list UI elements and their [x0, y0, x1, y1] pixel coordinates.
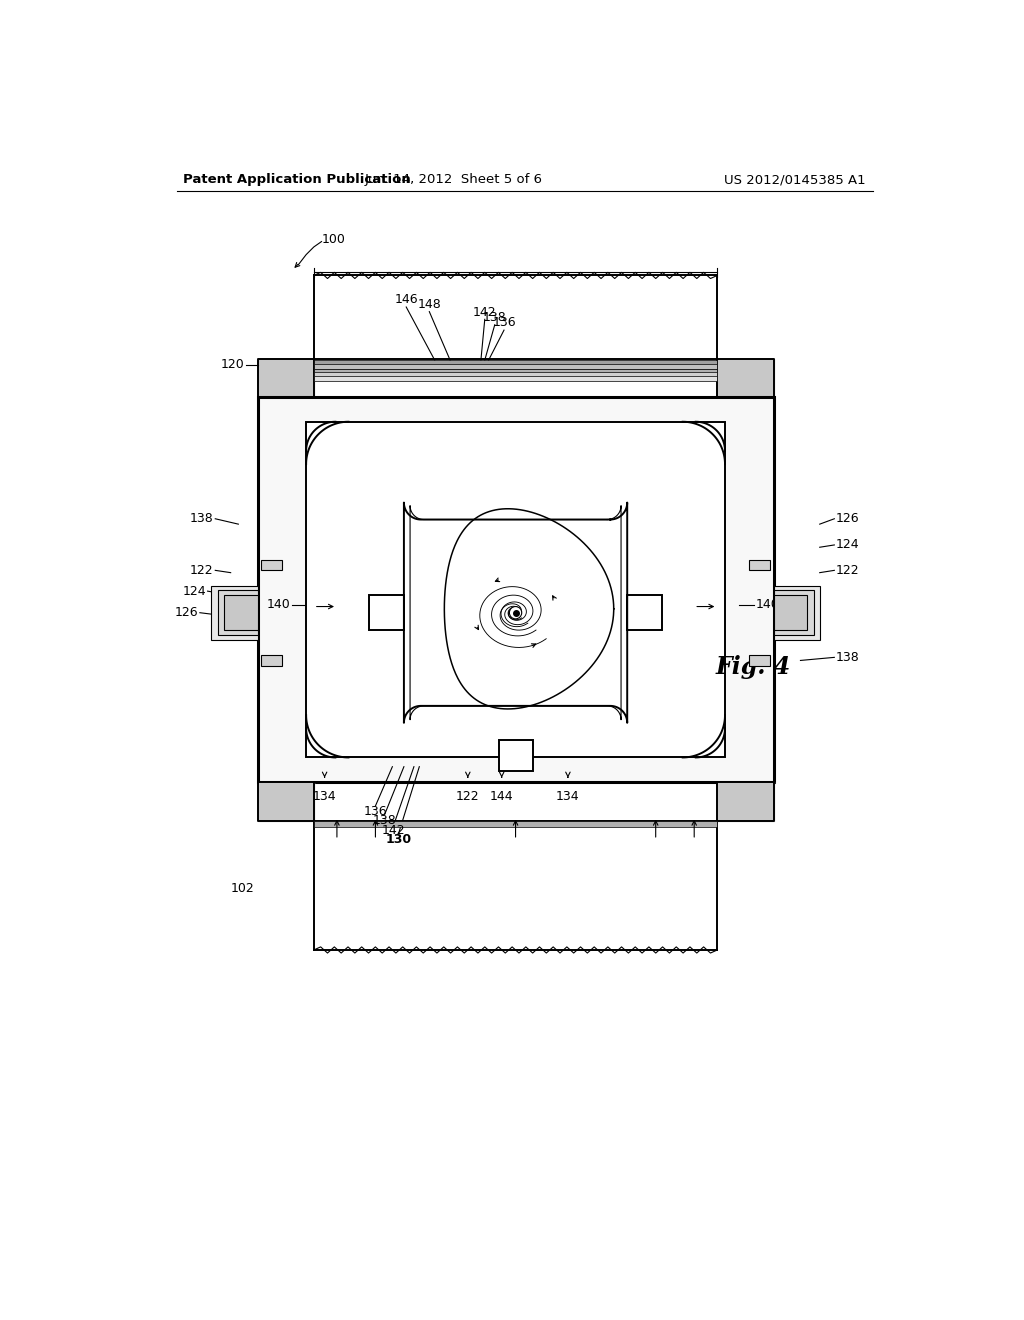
Text: 148: 148: [418, 298, 441, 312]
Bar: [773, 586, 819, 640]
Bar: [313, 368, 717, 374]
Text: 100: 100: [322, 232, 345, 246]
Text: 144: 144: [489, 789, 513, 803]
Text: 136: 136: [493, 317, 516, 330]
Polygon shape: [403, 503, 628, 723]
Bar: [499, 739, 534, 771]
Text: 130: 130: [385, 833, 412, 846]
Bar: [261, 655, 283, 665]
Text: 138: 138: [373, 814, 396, 828]
Text: 140: 140: [267, 598, 291, 611]
Text: 146: 146: [394, 293, 418, 306]
Text: 142: 142: [382, 824, 406, 837]
Bar: [223, 595, 258, 631]
Bar: [773, 595, 807, 631]
Bar: [628, 595, 662, 630]
Polygon shape: [717, 781, 773, 821]
Text: 142: 142: [473, 305, 497, 318]
Bar: [313, 372, 717, 378]
Bar: [313, 360, 717, 364]
Bar: [749, 655, 770, 665]
Text: 102: 102: [230, 882, 254, 895]
Text: 126: 126: [836, 512, 859, 525]
Bar: [261, 560, 283, 570]
Text: 138: 138: [836, 651, 859, 664]
Text: 122: 122: [456, 789, 479, 803]
Bar: [211, 586, 258, 640]
Text: Patent Application Publication: Patent Application Publication: [183, 173, 411, 186]
Text: 134: 134: [556, 789, 580, 803]
Text: US 2012/0145385 A1: US 2012/0145385 A1: [724, 173, 866, 186]
Text: Fig. 4: Fig. 4: [716, 655, 791, 678]
Text: 124: 124: [182, 585, 206, 598]
Polygon shape: [717, 359, 773, 397]
Text: 136: 136: [364, 805, 387, 818]
Text: 120: 120: [221, 358, 245, 371]
Text: 140: 140: [756, 598, 779, 611]
Polygon shape: [258, 781, 313, 821]
Text: 122: 122: [190, 564, 214, 577]
Bar: [258, 397, 773, 781]
Bar: [773, 590, 813, 635]
Bar: [313, 376, 717, 381]
Bar: [313, 364, 717, 368]
Circle shape: [509, 607, 521, 619]
Text: 134: 134: [312, 789, 337, 803]
Text: 138: 138: [190, 512, 214, 525]
Bar: [306, 422, 725, 758]
Polygon shape: [258, 359, 313, 397]
Bar: [370, 595, 403, 630]
Bar: [217, 590, 258, 635]
Bar: [749, 560, 770, 570]
Text: Jun. 14, 2012  Sheet 5 of 6: Jun. 14, 2012 Sheet 5 of 6: [365, 173, 543, 186]
Text: 138: 138: [483, 312, 507, 323]
Text: 124: 124: [836, 539, 859, 552]
Text: 122: 122: [836, 564, 859, 577]
Bar: [313, 821, 717, 826]
Text: 126: 126: [175, 606, 199, 619]
